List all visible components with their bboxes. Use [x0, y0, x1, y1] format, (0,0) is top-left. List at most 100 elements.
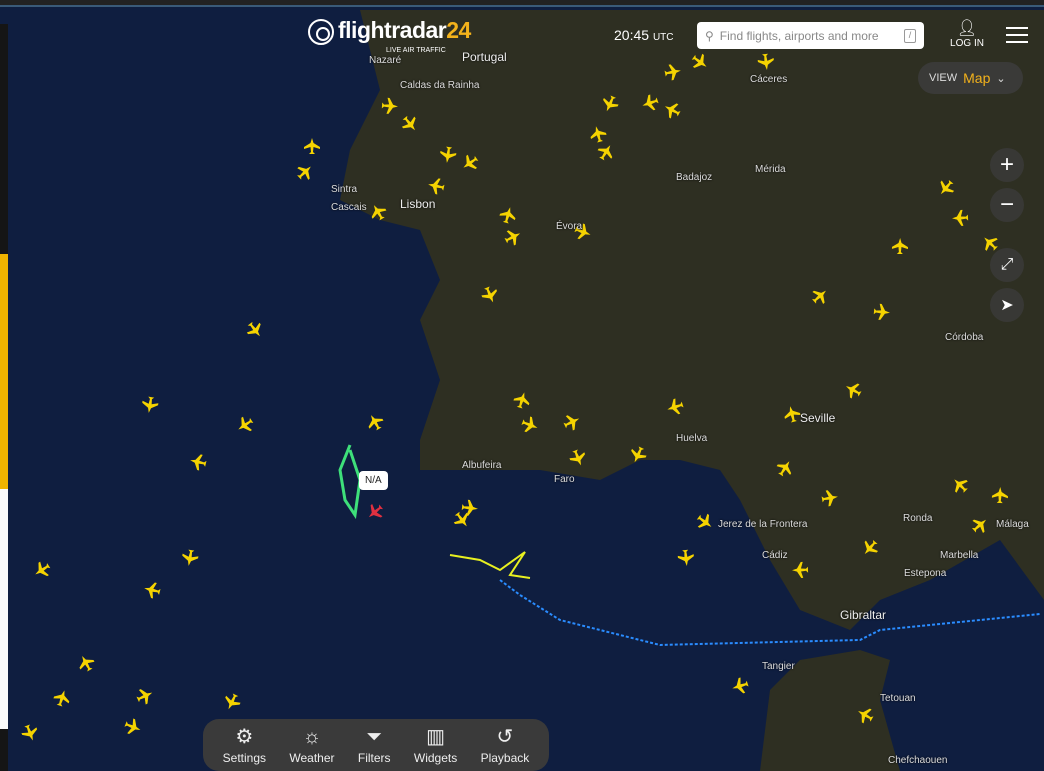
aircraft-icon[interactable]: [588, 124, 608, 144]
track-blue: [499, 579, 1041, 647]
aircraft-icon[interactable]: [640, 93, 660, 113]
aircraft-icon[interactable]: [782, 404, 801, 423]
aircraft-icon[interactable]: [461, 499, 479, 517]
map-label: Málaga: [996, 519, 1029, 530]
aircraft-icon[interactable]: [859, 537, 882, 560]
aircraft-icon[interactable]: [774, 457, 796, 479]
view-selector[interactable]: VIEW Map ⌄: [918, 62, 1023, 94]
aircraft-icon[interactable]: [627, 444, 648, 465]
aircraft-icon[interactable]: [677, 549, 695, 567]
aircraft-icon[interactable]: [367, 201, 389, 223]
aircraft-icon[interactable]: [427, 177, 446, 196]
aircraft-icon[interactable]: [459, 152, 481, 174]
aircraft-icon[interactable]: [952, 209, 969, 227]
side-panel-edge[interactable]: [0, 24, 8, 771]
aircraft-icon[interactable]: [502, 226, 524, 248]
aircraft-icon[interactable]: [304, 138, 320, 154]
aircraft-icon[interactable]: [221, 691, 242, 712]
zoom-out-button[interactable]: −: [990, 188, 1024, 222]
map-label: Cáceres: [750, 74, 788, 85]
aircraft-icon[interactable]: [949, 474, 972, 497]
map-label: Estepona: [904, 568, 947, 579]
selected-flight-label[interactable]: N/A: [359, 471, 388, 490]
aircraft-icon[interactable]: [520, 415, 541, 436]
login-button[interactable]: 👤︎ LOG IN: [950, 20, 984, 49]
aircraft-icon[interactable]: [188, 452, 207, 471]
aircraft-icon[interactable]: [561, 411, 582, 432]
map-label: Seville: [800, 411, 836, 425]
aircraft-icon[interactable]: [821, 489, 840, 508]
aircraft-icon[interactable]: [142, 580, 161, 599]
aircraft-icon[interactable]: [381, 97, 398, 114]
map-label: Caldas da Rainha: [400, 80, 480, 91]
aircraft-icon[interactable]: [757, 53, 775, 71]
logo[interactable]: flightradar24 LIVE AIR TRAFFIC: [308, 17, 471, 57]
aircraft-icon[interactable]: [595, 141, 617, 163]
aircraft-icon[interactable]: [498, 205, 518, 225]
playback-button[interactable]: ↺ Playback: [480, 726, 530, 765]
radar-logo-icon: [308, 19, 334, 45]
filters-button[interactable]: ⏷ Filters: [357, 726, 391, 765]
fullscreen-button[interactable]: ⤢: [990, 248, 1024, 282]
aircraft-icon[interactable]: [979, 232, 1002, 255]
aircraft-icon[interactable]: [134, 685, 155, 706]
aircraft-icon[interactable]: [969, 514, 992, 537]
map-label: Faro: [554, 474, 575, 485]
aircraft-icon[interactable]: [141, 396, 159, 414]
aircraft-icon[interactable]: [364, 411, 386, 433]
map-label: Tangier: [762, 661, 795, 672]
aircraft-icon[interactable]: [52, 688, 72, 708]
map-label: Huelva: [676, 433, 708, 444]
aircraft-icon[interactable]: [480, 285, 501, 306]
selected-aircraft-icon[interactable]: [364, 501, 387, 524]
tagline: LIVE AIR TRAFFIC: [386, 47, 446, 54]
aircraft-icon[interactable]: [244, 319, 266, 341]
aircraft-icon[interactable]: [123, 717, 144, 738]
aircraft-icon[interactable]: [730, 676, 750, 696]
settings-button[interactable]: ⚙ Settings: [222, 726, 267, 765]
aircraft-icon[interactable]: [664, 63, 683, 82]
widgets-button[interactable]: ▥ Widgets: [413, 726, 458, 765]
map-label: Mérida: [755, 164, 786, 175]
aircraft-icon[interactable]: [661, 99, 683, 121]
iberia-land: [340, 10, 1044, 630]
aircraft-icon[interactable]: [451, 509, 473, 531]
aircraft-icon[interactable]: [512, 390, 532, 410]
aircraft-icon[interactable]: [991, 487, 1009, 504]
aircraft-icon[interactable]: [891, 238, 908, 255]
history-icon: ↺: [496, 726, 514, 748]
map-label: Lisbon: [400, 197, 436, 211]
map-label: Tetouan: [880, 693, 916, 704]
map-label: Ronda: [903, 513, 933, 524]
aircraft-icon[interactable]: [842, 379, 864, 401]
locate-button[interactable]: ➤: [990, 288, 1024, 322]
aircraft-icon[interactable]: [568, 448, 589, 469]
aircraft-icon[interactable]: [599, 93, 620, 114]
aircraft-icon[interactable]: [935, 177, 958, 200]
search-input[interactable]: ⚲ Find flights, airports and more /: [697, 22, 924, 49]
window-top-border: [0, 0, 1044, 7]
aircraft-icon[interactable]: [873, 303, 890, 320]
aircraft-icon[interactable]: [399, 113, 422, 136]
aircraft-icon[interactable]: [665, 397, 685, 417]
menu-button[interactable]: [1006, 27, 1028, 48]
aircraft-icon[interactable]: [75, 652, 97, 674]
aircraft-icon[interactable]: [181, 549, 200, 568]
chevron-down-icon: ⌄: [996, 72, 1006, 85]
aircraft-icon[interactable]: [809, 285, 832, 308]
aircraft-icon[interactable]: [439, 146, 457, 164]
aircraft-icon[interactable]: [573, 222, 594, 243]
zoom-in-button[interactable]: +: [990, 148, 1024, 182]
aircraft-icon[interactable]: [234, 414, 256, 436]
aircraft-icon[interactable]: [20, 723, 41, 744]
weather-button[interactable]: ☼ Weather: [289, 726, 335, 765]
map-label: Sintra: [331, 184, 358, 195]
aircraft-icon[interactable]: [294, 161, 317, 184]
aircraft-icon[interactable]: [694, 511, 716, 533]
aircraft-icon[interactable]: [689, 51, 711, 73]
aircraft-icon[interactable]: [854, 704, 876, 726]
brand-name: flightradar24: [338, 17, 471, 43]
aircraft-icon[interactable]: [792, 561, 809, 579]
aircraft-icon[interactable]: [31, 559, 53, 581]
